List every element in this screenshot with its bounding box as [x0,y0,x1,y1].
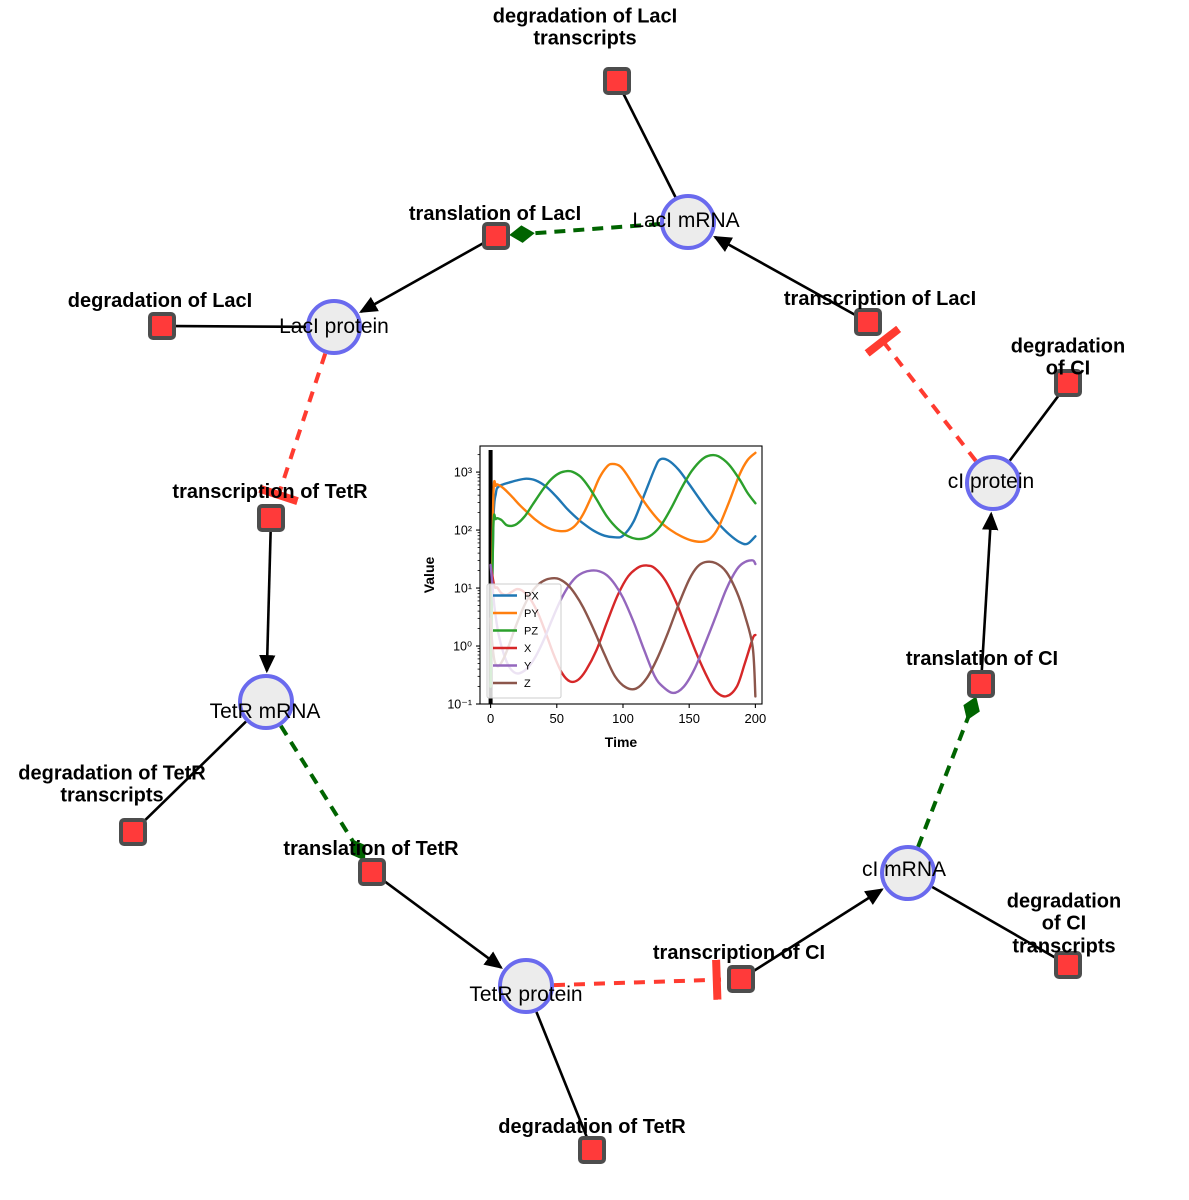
chart-series-PX [489,457,757,688]
y-tick-label: 10³ [454,466,472,480]
reaction-node-deg_laci[interactable] [148,312,176,340]
edge-translation_tetr-to-tetr_protein [382,879,503,969]
species-label-ci_protein: cI protein [947,470,1035,493]
edge-deg_laci-to-laci_protein [175,324,307,329]
edge-tetr_protein-to-transcription_ci [553,959,722,1000]
reaction-label-deg_tetr_transcripts: degradation of TetR transcripts [18,762,206,807]
reaction-label-deg_tetr: degradation of TetR [498,1115,686,1138]
edge-ci_protein-to-transcription_laci [864,325,978,463]
x-tick-label: 100 [612,711,634,726]
reaction-node-deg_tetr_transcripts[interactable] [119,818,147,846]
reaction-label-translation_tetr: translation of TetR [283,837,459,860]
edge-tetr_mrna-to-translation_tetr [279,724,366,861]
edge-transcription_tetr-to-tetr_mrna [259,531,276,674]
reaction-label-transcription_ci: transcription of CI [652,941,826,964]
legend-label-Y: Y [524,661,532,673]
reaction-node-transcription_tetr[interactable] [257,504,285,532]
species-label-tetr_mrna: TetR mRNA [209,700,321,723]
edge-deg_ci-to-ci_protein [1008,393,1061,462]
reaction-label-deg_ci_transcripts: degradation of CI transcripts [1006,890,1122,958]
edge-translation_laci-to-laci_protein [359,241,485,313]
reaction-label-transcription_tetr: transcription of TetR [172,480,368,503]
reaction-node-deg_ci_transcripts[interactable] [1054,951,1082,979]
edge-deg_laci_transcripts-to-laci_mrna [622,92,677,198]
edge-ci_mrna-to-translation_ci [916,696,980,848]
species-node-tetr_mrna[interactable] [238,674,294,730]
species-label-tetr_protein: TetR protein [469,983,583,1006]
reaction-label-deg_laci: degradation of LacI [67,289,253,312]
edge-deg_tetr-to-tetr_protein [535,1011,588,1138]
chart-xlabel: Time [605,734,638,750]
reaction-label-deg_laci_transcripts: degradation of LacI transcripts [492,5,678,50]
chart-series-PZ [489,453,757,688]
reaction-node-translation_tetr[interactable] [358,858,386,886]
legend-label-PX: PX [524,591,539,603]
reaction-node-transcription_ci[interactable] [727,965,755,993]
reaction-node-transcription_laci[interactable] [854,308,882,336]
reaction-node-translation_ci[interactable] [967,670,995,698]
species-label-laci_protein: LacI protein [279,315,389,338]
species-label-ci_mrna: cI mRNA [862,858,946,881]
species-node-tetr_protein[interactable] [498,958,554,1014]
x-tick-label: 0 [487,711,494,726]
edge-deg_ci_transcripts-to-ci_mrna [931,885,1057,960]
edge-transcription_laci-to-laci_mrna [713,235,857,317]
edge-laci_protein-to-transcription_tetr [258,352,328,506]
reaction-node-deg_ci[interactable] [1054,369,1082,397]
y-tick-label: 10¹ [454,582,472,596]
legend-label-X: X [524,643,532,655]
species-node-laci_mrna[interactable] [660,194,716,250]
legend-label-PY: PY [524,608,539,620]
species-node-ci_mrna[interactable] [880,845,936,901]
species-node-laci_protein[interactable] [306,299,362,355]
timecourse-inset-chart: 10⁻¹ 10⁰ 10¹ 10² 10³ 0 50 100 150 200 Time Value PX P… [418,432,774,758]
species-node-ci_protein[interactable] [965,455,1021,511]
reaction-node-translation_laci[interactable] [482,222,510,250]
species-label-laci_mrna: LacI mRNA [632,209,740,232]
x-tick-label: 50 [550,711,564,726]
x-tick-label: 200 [745,711,767,726]
y-tick-label: 10⁰ [453,640,472,654]
legend-label-PZ: PZ [524,626,538,638]
chart-series-PY [489,451,757,688]
reaction-label-deg_ci: degradation of CI [1010,335,1126,380]
edge-translation_ci-to-ci_protein [980,511,999,671]
chart-ylabel: Value [421,557,437,594]
reaction-node-deg_tetr[interactable] [578,1136,606,1164]
reaction-label-translation_ci: translation of CI [905,647,1059,670]
y-tick-label: 10² [454,524,472,538]
reaction-label-translation_laci: translation of LacI [408,202,582,225]
reaction-node-deg_laci_transcripts[interactable] [603,67,631,95]
reaction-label-transcription_laci: transcription of LacI [783,287,977,310]
legend-label-Z: Z [524,678,531,690]
y-tick-label: 10⁻¹ [447,698,472,712]
edge-transcription_ci-to-ci_mrna [752,888,884,973]
edge-layer [142,92,1061,1138]
x-tick-label: 150 [678,711,700,726]
node-layer [119,67,1082,1164]
edge-deg_tetr_transcripts-to-tetr_mrna [142,720,247,824]
edge-laci_mrna-to-translation_laci [509,222,661,243]
